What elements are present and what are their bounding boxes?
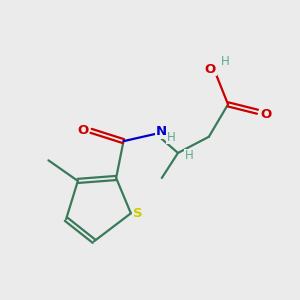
Text: H: H — [167, 131, 176, 144]
Text: O: O — [260, 108, 271, 121]
Text: O: O — [205, 62, 216, 76]
Text: H: H — [221, 55, 230, 68]
Text: N: N — [156, 125, 167, 138]
Text: S: S — [134, 207, 143, 220]
Text: O: O — [77, 124, 88, 137]
Text: H: H — [185, 149, 194, 162]
